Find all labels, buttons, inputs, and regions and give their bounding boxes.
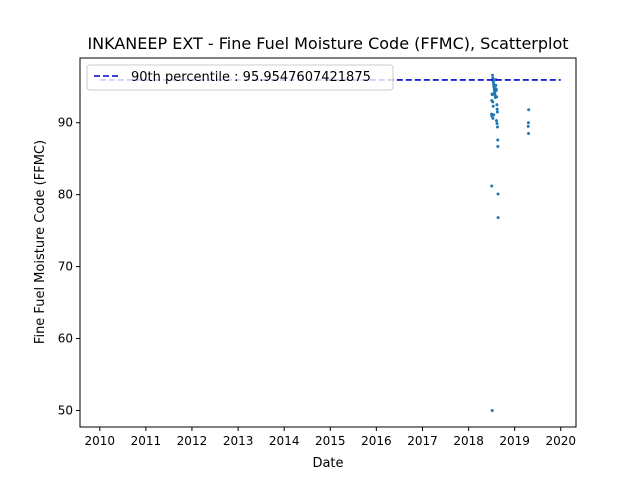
- x-axis-ticks: 2010 2011 2012 2013 2014 2015 2016 2017 2018 2019…: [85, 427, 576, 448]
- data-point: [494, 119, 498, 123]
- x-tick-label: 2017: [407, 434, 438, 448]
- y-tick-label: 70: [58, 260, 73, 274]
- data-point: [491, 116, 495, 120]
- x-tick-label: 2010: [85, 434, 116, 448]
- legend-box: [86, 64, 394, 91]
- data-point: [491, 73, 495, 77]
- legend-label: 90th percentile : 95.9547607421875: [131, 70, 371, 85]
- chart-title: INKANEEP EXT - Fine Fuel Moisture Code (…: [87, 34, 568, 53]
- x-tick-label: 2012: [177, 434, 208, 448]
- x-tick-label: 2013: [223, 434, 254, 448]
- y-axis-label: Fine Fuel Moisture Code (FFMC): [33, 140, 48, 344]
- y-tick-label: 80: [58, 188, 73, 202]
- data-point: [496, 144, 500, 148]
- data-point: [495, 107, 499, 111]
- data-point: [496, 216, 500, 220]
- data-point: [527, 132, 531, 136]
- data-point: [494, 88, 498, 92]
- data-point: [496, 192, 500, 196]
- data-point: [526, 121, 530, 125]
- data-point: [491, 100, 495, 104]
- data-point: [495, 95, 499, 99]
- data-points: [490, 73, 531, 412]
- y-tick-label: 50: [58, 403, 73, 417]
- x-axis-label: Date: [312, 456, 343, 471]
- x-tick-label: 2015: [315, 434, 346, 448]
- x-tick-label: 2018: [453, 434, 484, 448]
- data-point: [494, 83, 498, 87]
- data-point: [526, 124, 530, 128]
- data-point: [527, 108, 531, 112]
- y-tick-label: 90: [58, 116, 73, 130]
- data-point: [492, 113, 496, 117]
- data-point: [495, 103, 499, 107]
- legend: 90th percentile : 95.9547607421875: [86, 64, 394, 91]
- data-point: [495, 125, 499, 129]
- y-axis-ticks: 50 60 70 80 90: [58, 116, 80, 417]
- x-tick-label: 2016: [361, 434, 392, 448]
- data-point: [491, 104, 495, 108]
- data-point: [495, 110, 499, 114]
- x-tick-label: 2011: [131, 434, 162, 448]
- data-point: [496, 138, 500, 142]
- data-point: [490, 408, 494, 412]
- x-tick-label: 2019: [499, 434, 530, 448]
- x-tick-label: 2014: [269, 434, 300, 448]
- y-tick-label: 60: [58, 332, 73, 346]
- plot-frame: [79, 57, 577, 428]
- data-point: [490, 184, 494, 188]
- data-point: [490, 93, 494, 97]
- data-point: [495, 121, 499, 125]
- x-tick-label: 2020: [545, 434, 576, 448]
